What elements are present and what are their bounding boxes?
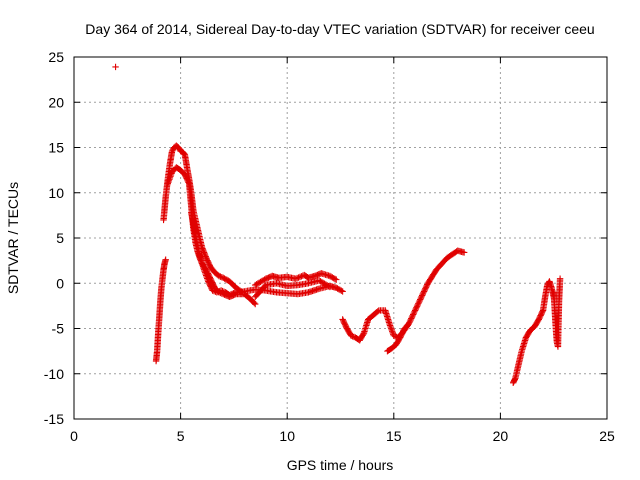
data-point [250, 299, 258, 307]
data-point [218, 274, 226, 281]
data-point [338, 287, 345, 294]
y-tick-label: 25 [48, 49, 64, 65]
data-point [210, 287, 218, 295]
data-point [407, 316, 414, 324]
data-point [415, 300, 422, 307]
data-point [390, 332, 397, 339]
data-point [215, 272, 223, 280]
y-tick-label: -5 [52, 321, 65, 337]
data-point [418, 293, 425, 301]
data-point [326, 283, 334, 291]
y-tick-label: 10 [48, 185, 64, 201]
data-points [112, 63, 564, 386]
data-point [556, 275, 564, 282]
data-point [413, 303, 421, 310]
y-tick-label: 20 [48, 94, 64, 110]
x-tick-label: 5 [177, 428, 185, 444]
data-point [418, 292, 426, 299]
data-point [349, 333, 356, 340]
data-point [408, 313, 416, 321]
data-point [112, 63, 119, 71]
data-point [162, 256, 169, 263]
data-point [331, 275, 339, 283]
data-point [209, 287, 216, 294]
y-tick-label: 0 [56, 275, 64, 291]
data-point [417, 294, 425, 302]
chart-title: Day 364 of 2014, Sidereal Day-to-day VTE… [85, 21, 594, 37]
data-point [422, 284, 430, 291]
data-point [333, 276, 340, 283]
data-point [539, 308, 546, 315]
data-point [412, 305, 419, 313]
data-point [213, 289, 221, 296]
data-point [422, 285, 429, 292]
axis-ticks: 0 5 10 15 20 25 -15 -10 -5 0 5 10 15 20 25 [44, 49, 615, 444]
data-point [347, 332, 355, 339]
data-point [406, 318, 414, 325]
data-point [295, 274, 302, 281]
y-tick-label: -10 [44, 366, 64, 382]
data-point [423, 282, 430, 290]
data-point [414, 301, 421, 309]
y-tick-label: 5 [56, 230, 64, 246]
data-point [411, 308, 418, 315]
data-point [293, 274, 301, 282]
data-point [421, 286, 428, 294]
data-point [339, 288, 346, 295]
data-point [292, 275, 299, 282]
x-tick-label: 10 [279, 428, 295, 444]
x-tick-label: 15 [386, 428, 402, 444]
data-point [416, 297, 423, 305]
data-point [410, 309, 418, 317]
data-point [408, 315, 415, 322]
x-tick-label: 20 [493, 428, 509, 444]
data-point [460, 249, 468, 256]
data-point [405, 320, 412, 328]
x-tick-label: 0 [70, 428, 78, 444]
data-point [215, 288, 222, 295]
x-axis-label: GPS time / hours [287, 457, 394, 473]
data-point [219, 287, 226, 295]
data-point [325, 282, 332, 290]
x-tick-label: 25 [599, 428, 615, 444]
data-point [417, 296, 424, 303]
data-point [252, 300, 259, 308]
data-point [415, 299, 423, 306]
data-point [404, 321, 411, 329]
data-point [409, 312, 416, 320]
y-tick-label: 15 [48, 140, 64, 156]
data-point [420, 288, 428, 295]
data-point [360, 331, 367, 338]
data-point [410, 311, 417, 318]
data-point [217, 273, 224, 280]
y-tick-label: -15 [44, 411, 64, 427]
data-point [217, 287, 225, 294]
data-point [185, 179, 192, 186]
data-point [413, 304, 420, 311]
plot-frame [73, 56, 608, 420]
data-point [411, 307, 419, 314]
y-axis-label: SDTVAR / TECUs [5, 182, 21, 294]
data-point [296, 273, 304, 281]
grid [74, 57, 607, 419]
data-point [420, 289, 427, 296]
data-point [419, 290, 426, 298]
